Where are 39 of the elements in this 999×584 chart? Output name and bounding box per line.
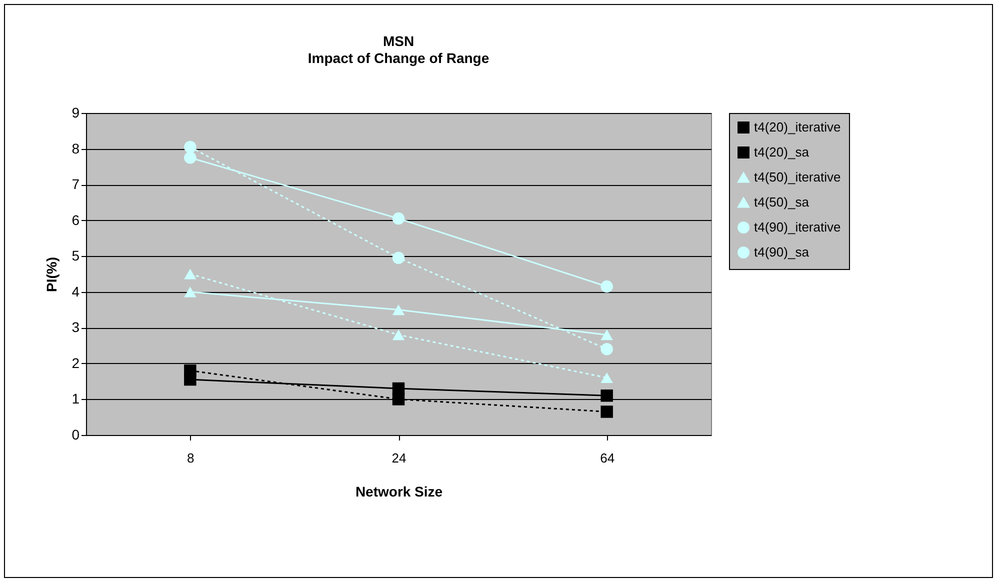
point <box>392 212 405 225</box>
x-tick-label: 8 <box>187 450 194 466</box>
point <box>600 390 613 402</box>
point <box>600 343 613 356</box>
point <box>184 140 196 154</box>
y-tick-label: 9 <box>72 104 80 120</box>
y-tick-label: 7 <box>72 176 80 192</box>
y-tick-label: 0 <box>72 426 80 442</box>
y-tick-label: 5 <box>72 248 80 264</box>
point <box>600 330 613 340</box>
point <box>184 152 196 164</box>
point <box>184 373 196 386</box>
point <box>184 286 196 298</box>
point <box>600 406 613 418</box>
chart-subtitle: Impact of Change of Range <box>308 50 490 66</box>
legend-label: t4(90)_iterative <box>754 220 841 234</box>
legend-label: t4(90)_sa <box>754 244 810 260</box>
y-tick-label: 2 <box>72 354 80 371</box>
point <box>392 304 405 316</box>
point <box>392 252 405 264</box>
chart-title: MSN <box>382 33 414 49</box>
legend-label: t4(50)_sa <box>754 194 810 210</box>
x-tick-label: 24 <box>392 450 406 466</box>
point <box>600 280 613 293</box>
point <box>392 382 405 395</box>
y-tick-label: 3 <box>72 319 80 336</box>
legend-label: t4(20)_sa <box>754 144 810 160</box>
legend-label: t4(50)_iterative <box>754 170 841 184</box>
y-tick-label: 4 <box>72 283 80 300</box>
legend-label: t4(20)_iterative <box>754 120 841 134</box>
y-axis-title: PI(%) <box>44 257 60 292</box>
point <box>392 330 405 340</box>
point <box>600 372 613 384</box>
y-tick-label: 1 <box>72 390 80 407</box>
x-tick-label: 64 <box>600 450 615 466</box>
point <box>184 268 196 280</box>
x-axis-title: Network Size <box>355 484 443 500</box>
y-tick-label: 8 <box>72 140 80 156</box>
y-tick-label: 6 <box>72 212 80 228</box>
